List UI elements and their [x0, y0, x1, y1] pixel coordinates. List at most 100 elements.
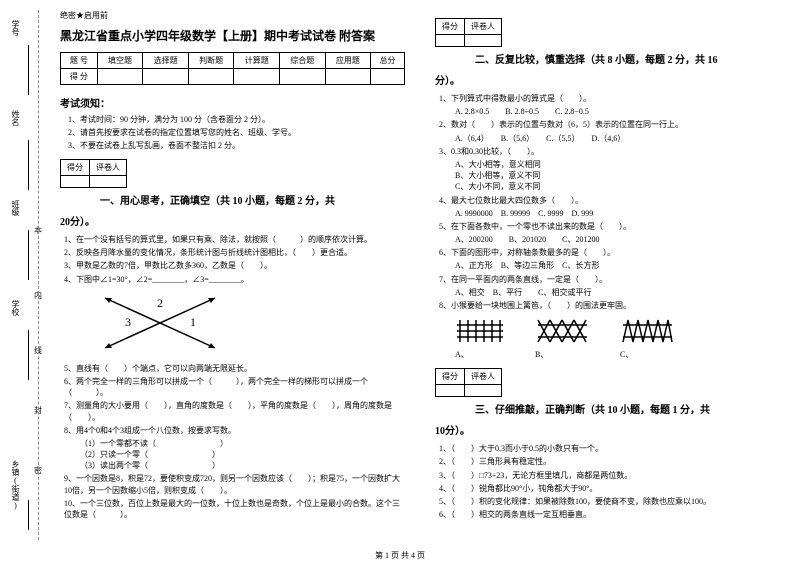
question: 5、直线有（ ）个端点，它可以向两端无限延长。: [64, 363, 405, 374]
notice-item: 3、不要在试卷上乱写乱画，卷面不整洁扣 2 分。: [68, 140, 405, 151]
score-cell[interactable]: [143, 69, 189, 85]
mini-header: 得分: [61, 160, 90, 176]
question-sub: （3）读出两个零（ ）: [80, 460, 405, 471]
option-label: A、: [455, 349, 505, 360]
question: 7、在同一平面内的两条直线，一定是（ ）。: [439, 274, 780, 285]
notice-item: 1、考试时间：90 分钟，满分为 100 分（含卷面分 2 分）。: [68, 114, 405, 125]
mini-header: 评卷人: [90, 160, 127, 176]
grader-table: 得分 评卷人: [60, 159, 127, 188]
score-table: 题 号 填空题 选择题 判断题 计算题 综合题 应用题 总分 得 分: [60, 52, 405, 85]
question: 9、一个因数是8，积是72，要使积变成720，则另一个因数应该（ ）；积是75，…: [64, 473, 405, 495]
page-footer: 第 1 页 共 4 页: [0, 550, 800, 561]
svg-text:3: 3: [125, 315, 131, 329]
question: 4、（ ）锐角都比90°小，钝角都大于90°。: [439, 483, 780, 494]
mini-cell[interactable]: [436, 385, 465, 397]
fence-option-a: A、: [455, 317, 505, 360]
side-label: 班级: [10, 200, 21, 216]
mini-header: 得分: [436, 19, 465, 35]
score-header: 判断题: [188, 53, 234, 69]
score-cell[interactable]: [234, 69, 280, 85]
section2-score: 分）。: [435, 72, 780, 87]
option-label: B、: [535, 349, 590, 360]
side-label: 乡镇(街道): [10, 460, 21, 510]
side-label: 学号: [10, 20, 21, 36]
question: 3、甲数是乙数的7倍，甲数比乙数多360，乙数是（ ）。: [64, 260, 405, 271]
page-content: 绝密★启用前 黑龙江省重点小学四年级数学【上册】期中考试试卷 附答案 题 号 填…: [60, 10, 780, 540]
score-cell[interactable]: [325, 69, 371, 85]
notice-title: 考试须知：: [60, 95, 405, 110]
score-cell[interactable]: [97, 69, 143, 85]
question: 1、在一个没有括号的算式里，如果只有乘、除法，就按照（ ）的顺序依次计算。: [64, 234, 405, 245]
question: 5、（ ）积的变化规律：如果被除数100，要使商不变，除数也应乘以100。: [439, 496, 780, 507]
question: 10、一个三位数，百位上数是最大的一位数，十位上数也是奇数，个位上是最小的合数。…: [64, 498, 405, 520]
question: 3、（ ）□73÷23，无论方框里填几，商都是两位数。: [439, 470, 780, 481]
options: A、大小相等，意义相同: [455, 159, 780, 170]
svg-text:1: 1: [190, 315, 196, 329]
question: 6、两个完全一样的三角形可以拼成一个（ ），两个完全一样的梯形可以拼成一个（ ）…: [64, 376, 405, 398]
grader-table: 得分 评卷人: [435, 368, 502, 397]
secret-label: 绝密★启用前: [60, 10, 405, 21]
question: 5、在下面各数中，一个零也不读出来的数是（ ）。: [439, 221, 780, 232]
mini-header: 评卷人: [465, 19, 502, 35]
section1-score: 20分）。: [60, 213, 405, 228]
score-header: 计算题: [234, 53, 280, 69]
mini-cell[interactable]: [90, 176, 127, 188]
mini-header: 得分: [436, 369, 465, 385]
score-header: 填空题: [97, 53, 143, 69]
score-cell[interactable]: [188, 69, 234, 85]
question: 6、下面的图形中，对称轴条数最多的是（ ）。: [439, 247, 780, 258]
option-label: C、: [620, 349, 675, 360]
side-line: [28, 330, 29, 380]
score-header: 题 号: [61, 53, 98, 69]
angle-diagram: 2 1 3: [100, 293, 220, 353]
question: 6、（ ）相交的两条直线一定互相垂直。: [439, 509, 780, 520]
question-sub: （2）只读一个零（ ）: [80, 449, 405, 460]
mini-cell[interactable]: [436, 35, 465, 47]
fold-line: [38, 10, 39, 540]
options: C、大小不同，意义不同: [455, 181, 780, 192]
options: A. 9990000 B. 99999 C. 9999 D. 999: [455, 208, 780, 219]
question: 8、用4个0和4个3组成一个八位数，按要求写数。: [64, 425, 405, 436]
score-cell[interactable]: [280, 69, 326, 85]
side-label: 学校: [10, 300, 21, 316]
right-column: 得分 评卷人 二、反复比较，慎重选择（共 8 小题，每题 2 分，共 16 分）…: [435, 10, 780, 540]
question-sub: （1）一个零都不读（ ）: [80, 438, 405, 449]
section1-title: 一、用心思考，正确填空（共 10 小题，每题 2 分，共: [60, 192, 405, 207]
side-line: [28, 140, 29, 190]
mini-cell[interactable]: [465, 385, 502, 397]
mini-cell[interactable]: [465, 35, 502, 47]
options: B、大小相等，意义不同: [455, 170, 780, 181]
question: 4、下图中∠1=30°，∠2=________，∠3=________。: [64, 274, 405, 285]
options: A. 2.8×0.5 B. 2.8÷0.5 C. 2.8−0.5: [455, 106, 780, 117]
score-header: 选择题: [143, 53, 189, 69]
options: A、200200 B、201020 C、201200: [455, 234, 780, 245]
question: 1、下列算式中得数最小的算式是（ ）。: [439, 93, 780, 104]
binding-margin: 学号 姓名 班级 学校 乡镇(街道) 本 内 线 封 密: [0, 0, 42, 540]
score-header: 综合题: [280, 53, 326, 69]
side-line: [28, 230, 29, 280]
score-cell[interactable]: [371, 69, 405, 85]
options: A、正方形 B、等边三角形 C、长方形: [455, 260, 780, 271]
options: A、相交 B、平行 C、相交或平行: [455, 287, 780, 298]
mini-header: 评卷人: [465, 369, 502, 385]
question: 1、（ ）大于0.3而小于0.5的小数只有一个。: [439, 443, 780, 454]
question: 7、测量角的大小要用（ ），直角的度数是（ ），平角的度数是（ ），周角的度数是…: [64, 400, 405, 422]
exam-title: 黑龙江省重点小学四年级数学【上册】期中考试试卷 附答案: [60, 27, 405, 44]
score-header: 总分: [371, 53, 405, 69]
options: A.（6,4） B.（5,6） C.（5,5） D.（4,6）: [455, 133, 780, 144]
question: 8、小猴要给一块地围上篱笆，（ ）的围法更牢固。: [439, 300, 780, 311]
section3-title: 三、仔细推敲，正确判断（共 10 小题，每题 1 分，共: [435, 401, 780, 416]
question: 4、最大七位数比最大四位数多（ ）。: [439, 195, 780, 206]
section3-score: 10分）。: [435, 422, 780, 437]
side-line: [28, 45, 29, 95]
section2-title: 二、反复比较，慎重选择（共 8 小题，每题 2 分，共 16: [435, 51, 780, 66]
grader-table: 得分 评卷人: [435, 18, 502, 47]
svg-text:2: 2: [157, 296, 163, 310]
left-column: 绝密★启用前 黑龙江省重点小学四年级数学【上册】期中考试试卷 附答案 题 号 填…: [60, 10, 405, 540]
fence-option-b: B、: [535, 317, 590, 360]
question: 2、（ ）三角形具有稳定性。: [439, 456, 780, 467]
question: 3、0.3和0.30比较，（ ）。: [439, 146, 780, 157]
score-row-label: 得 分: [61, 69, 98, 85]
fence-option-c: C、: [620, 317, 675, 360]
mini-cell[interactable]: [61, 176, 90, 188]
